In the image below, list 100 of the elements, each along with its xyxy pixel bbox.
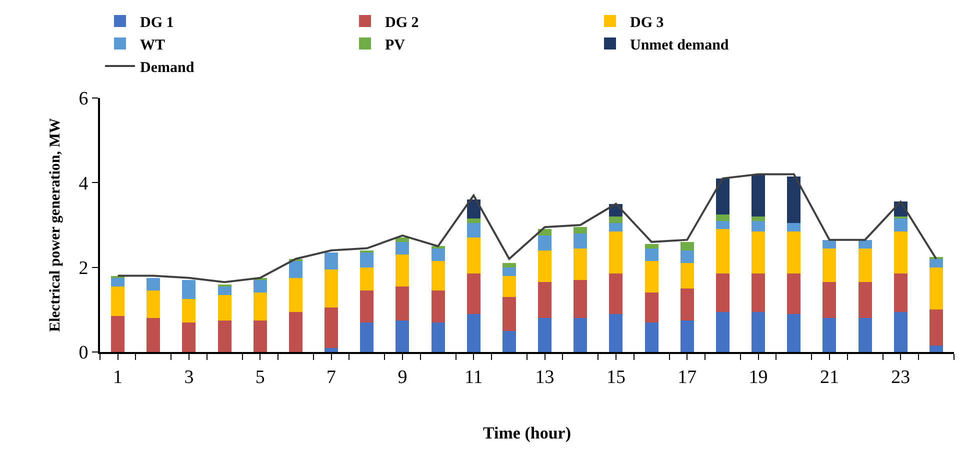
bar bbox=[324, 348, 338, 352]
bar bbox=[396, 254, 410, 286]
bar bbox=[858, 282, 872, 318]
bar bbox=[574, 318, 588, 352]
bar bbox=[716, 229, 730, 274]
bar bbox=[502, 330, 516, 352]
y-tick-label: 6 bbox=[78, 88, 88, 110]
bar bbox=[502, 296, 516, 331]
bar bbox=[253, 292, 267, 320]
bar bbox=[360, 322, 374, 352]
bar bbox=[574, 233, 588, 248]
bar bbox=[716, 220, 730, 230]
bar bbox=[538, 236, 552, 250]
y-tick-label: 4 bbox=[78, 173, 89, 194]
bar bbox=[431, 260, 445, 291]
x-tick-label: 1 bbox=[113, 366, 123, 388]
bar bbox=[538, 250, 552, 282]
legend-label: DG 3 bbox=[630, 14, 664, 31]
bar bbox=[396, 286, 410, 320]
y-tick-label: 2 bbox=[78, 258, 88, 279]
x-tick-label: 5 bbox=[255, 366, 265, 388]
bar bbox=[324, 269, 338, 308]
x-tick-label: 15 bbox=[606, 366, 626, 388]
bar bbox=[644, 248, 658, 261]
bar bbox=[787, 231, 801, 274]
bar bbox=[716, 274, 730, 312]
bar bbox=[466, 238, 480, 274]
bar bbox=[680, 263, 694, 288]
bar bbox=[822, 240, 836, 248]
bar bbox=[218, 294, 232, 320]
bar bbox=[324, 252, 338, 270]
bar bbox=[822, 248, 836, 282]
legend-label: PV bbox=[385, 37, 406, 54]
bar bbox=[680, 320, 694, 352]
bar bbox=[360, 252, 374, 268]
bar bbox=[146, 290, 160, 318]
bar bbox=[644, 292, 658, 322]
y-axis-title: Electrical power generation, MW bbox=[47, 118, 64, 332]
bar bbox=[894, 312, 908, 352]
bar bbox=[894, 218, 908, 232]
bar bbox=[752, 231, 766, 274]
bar bbox=[609, 216, 623, 223]
x-axis-title: Time (hour) bbox=[483, 424, 571, 443]
bar bbox=[787, 314, 801, 352]
bar bbox=[680, 288, 694, 320]
bar bbox=[146, 318, 160, 352]
bar bbox=[609, 222, 623, 232]
bar bbox=[288, 278, 302, 312]
bar bbox=[538, 318, 552, 352]
legend-label: DG 2 bbox=[385, 14, 419, 31]
bar bbox=[752, 174, 766, 217]
bar bbox=[182, 280, 196, 300]
bar bbox=[288, 260, 302, 278]
bar bbox=[929, 267, 943, 310]
bar bbox=[431, 322, 445, 352]
bar bbox=[574, 227, 588, 234]
bar bbox=[146, 278, 160, 291]
bar bbox=[680, 250, 694, 264]
bar bbox=[288, 312, 302, 352]
bar bbox=[466, 274, 480, 314]
x-tick-label: 21 bbox=[820, 366, 839, 388]
x-tick-label: 9 bbox=[398, 366, 408, 388]
x-tick-label: 7 bbox=[326, 366, 336, 388]
bar bbox=[609, 314, 623, 352]
legend-label: DG 1 bbox=[140, 14, 174, 31]
bar bbox=[716, 214, 730, 221]
bar bbox=[360, 290, 374, 322]
bar bbox=[858, 248, 872, 282]
legend-label: Demand bbox=[140, 60, 195, 76]
bar bbox=[787, 274, 801, 314]
bar bbox=[894, 231, 908, 274]
bar bbox=[111, 278, 125, 286]
bar bbox=[644, 244, 658, 248]
x-tick-label: 17 bbox=[678, 366, 697, 388]
bar bbox=[858, 240, 872, 248]
bar bbox=[609, 274, 623, 314]
bar bbox=[431, 290, 445, 322]
bar bbox=[538, 282, 552, 318]
bar bbox=[752, 216, 766, 221]
bar bbox=[574, 280, 588, 318]
y-tick-label: 0 bbox=[78, 342, 88, 364]
bar bbox=[396, 242, 410, 255]
x-tick-label: 23 bbox=[891, 366, 910, 388]
bar bbox=[502, 267, 516, 276]
bar bbox=[644, 322, 658, 352]
bar bbox=[752, 220, 766, 232]
bar bbox=[253, 320, 267, 352]
bar bbox=[716, 312, 730, 352]
bar bbox=[644, 260, 658, 293]
bar bbox=[858, 318, 872, 352]
bar bbox=[929, 258, 943, 268]
bar bbox=[822, 282, 836, 318]
bar bbox=[111, 286, 125, 316]
bar bbox=[466, 314, 480, 352]
legend-label: Unmet demand bbox=[630, 37, 730, 54]
bar bbox=[609, 231, 623, 274]
x-tick-label: 19 bbox=[748, 366, 768, 388]
bar bbox=[502, 263, 516, 268]
bar bbox=[360, 267, 374, 291]
bar bbox=[752, 312, 766, 352]
